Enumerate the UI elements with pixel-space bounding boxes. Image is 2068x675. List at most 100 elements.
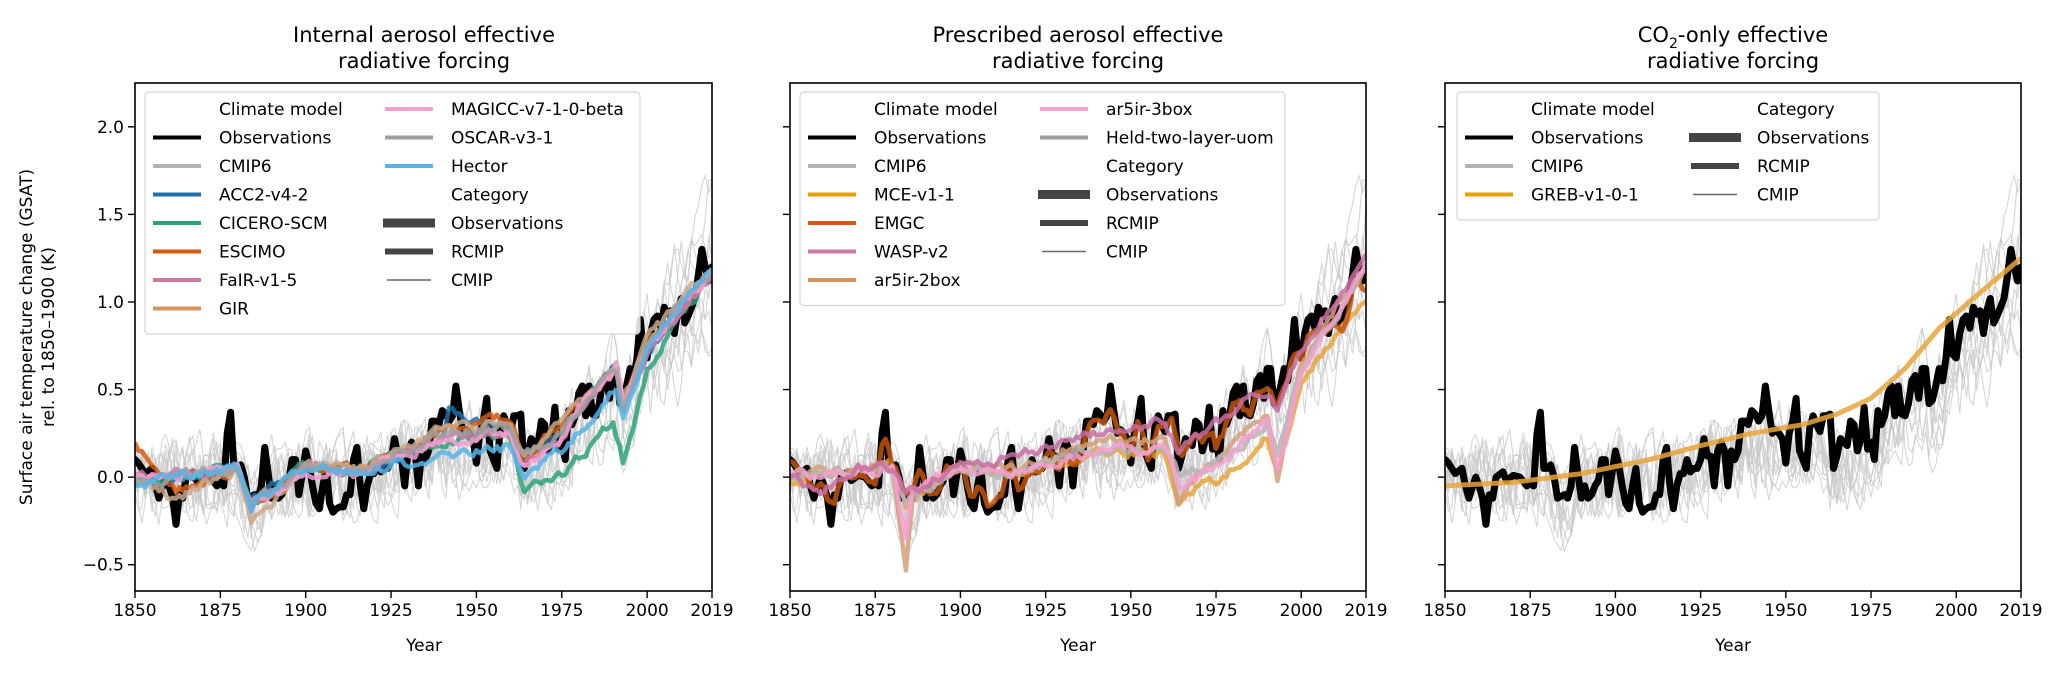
x-tick-label: 1975 xyxy=(1849,601,1892,621)
legend-item: CICERO-SCM xyxy=(153,214,328,234)
axes-frame xyxy=(789,82,1367,592)
legend-item: Observations xyxy=(153,129,332,149)
title-subscript: 2 xyxy=(1669,36,1678,52)
model-lines xyxy=(1445,245,2021,528)
x-tick-label: 2019 xyxy=(1999,601,2042,621)
legend-item: OSCAR-v3-1 xyxy=(385,129,553,149)
legend-label: Observations xyxy=(1106,186,1219,206)
x-tick-label: 1850 xyxy=(113,601,156,621)
x-tick-label: 1950 xyxy=(1764,601,1807,621)
legend-item: WASP-v2 xyxy=(808,243,949,263)
legend-box xyxy=(144,91,641,335)
panel-title-line1: Internal aerosol effective xyxy=(293,23,555,47)
y-axis-label: Surface air temperature change (GSAT) re… xyxy=(17,169,59,505)
legend-item: Observations xyxy=(1465,129,1644,149)
legend-label: Category xyxy=(1757,100,1835,120)
legend-item: FaIR-v1-5 xyxy=(153,271,297,291)
x-tick-label: 1925 xyxy=(369,601,412,621)
panel-internal-aerosol: Internal aerosol effective radiative for… xyxy=(83,23,734,656)
panel-title-line2: radiative forcing xyxy=(338,49,510,73)
legend-label: RCMIP xyxy=(451,243,504,263)
legend-label: CMIP xyxy=(1757,186,1799,206)
legend-item: ACC2-v4-2 xyxy=(153,186,308,206)
y-tick-label: 0.0 xyxy=(97,468,124,488)
x-axis-label: Year xyxy=(1059,636,1096,656)
panel-co2-only: CO2-only effective radiative forcing 185… xyxy=(1423,23,2042,656)
legend-header: Climate model xyxy=(1531,100,1655,120)
legend-item: RCMIP xyxy=(385,243,504,263)
legend-label: GIR xyxy=(219,300,249,320)
legend-header: Category xyxy=(1757,100,1835,120)
model-lines xyxy=(135,245,712,528)
model-lines xyxy=(790,245,1366,573)
legend-header: Climate model xyxy=(874,100,998,120)
legend-label: Climate model xyxy=(1531,100,1655,120)
legend-label: Climate model xyxy=(219,100,343,120)
legend-label: EMGC xyxy=(874,214,924,234)
legend-label: Hector xyxy=(451,157,508,177)
legend: Climate model Observations CMIP6 GREB-v1-0-… xyxy=(1456,91,1880,221)
panel-title-line1: Prescribed aerosol effective xyxy=(933,23,1224,47)
legend-item: CMIP6 xyxy=(808,157,927,177)
legend-label: CMIP6 xyxy=(219,157,272,177)
axes-frame xyxy=(134,82,713,592)
legend-item: GREB-v1-0-1 xyxy=(1465,186,1639,206)
x-tick-label: 1850 xyxy=(768,601,811,621)
legend-item: MAGICC-v7-1-0-beta xyxy=(385,100,624,120)
series-line-observations xyxy=(1445,245,2021,528)
x-tick-label: 1925 xyxy=(1679,601,1722,621)
legend-label: CICERO-SCM xyxy=(219,214,328,234)
legend-label: GREB-v1-0-1 xyxy=(1531,186,1639,206)
legend-label: OSCAR-v3-1 xyxy=(451,129,553,149)
series-line-oscar-v3-1 xyxy=(135,274,712,506)
panel-title-line2: radiative forcing xyxy=(992,49,1164,73)
legend-item: Observations xyxy=(383,214,564,234)
legend-label: MCE-v1-1 xyxy=(874,186,955,206)
legend-header: Category xyxy=(1106,157,1184,177)
legend-item: Observations xyxy=(1689,129,1870,149)
legend-item: RCMIP xyxy=(1040,214,1159,234)
legend-item: EMGC xyxy=(808,214,924,234)
x-tick-label: 1875 xyxy=(1509,601,1552,621)
legend-label: Observations xyxy=(1757,129,1870,149)
legend-label: Observations xyxy=(874,129,987,149)
legend-label: CMIP xyxy=(451,271,493,291)
cmip-lines xyxy=(1445,173,2021,552)
legend-label: ACC2-v4-2 xyxy=(219,186,308,206)
series-line-greb-v1-0-1 xyxy=(1445,256,2021,489)
x-tick-label: 1875 xyxy=(854,601,897,621)
legend-label: Observations xyxy=(1531,129,1644,149)
legend-item: MCE-v1-1 xyxy=(808,186,955,206)
legend-label: RCMIP xyxy=(1757,157,1810,177)
legend-item: CMIP xyxy=(387,271,493,291)
legend-item: Held-two-layer-uom xyxy=(1040,129,1274,149)
y-tick-label: −0.5 xyxy=(83,556,124,576)
title-rest: -only effective xyxy=(1678,23,1828,47)
legend-label: CMIP6 xyxy=(874,157,927,177)
legend-label: RCMIP xyxy=(1106,214,1159,234)
panel-title-line1: CO2-only effective xyxy=(1638,23,1828,52)
legend-item: RCMIP xyxy=(1691,157,1810,177)
x-tick-label: 1900 xyxy=(1594,601,1637,621)
series-line-emgc xyxy=(790,277,1366,509)
legend-label: Held-two-layer-uom xyxy=(1106,129,1274,149)
x-tick-label: 1975 xyxy=(540,601,583,621)
legend-item: GIR xyxy=(153,300,249,320)
legend-item: CMIP6 xyxy=(1465,157,1584,177)
legend: Climate model Observations CMIP6 MCE-v1-1 EM… xyxy=(799,91,1286,307)
y-tick-label: 1.5 xyxy=(97,205,124,225)
legend-item: ar5ir-3box xyxy=(1040,100,1193,120)
legend-label: Category xyxy=(1106,157,1184,177)
axes-frame xyxy=(1444,82,2022,592)
x-tick-label: 2019 xyxy=(1344,601,1387,621)
legend-label: Climate model xyxy=(874,100,998,120)
x-tick-label: 1850 xyxy=(1423,601,1466,621)
panel-prescribed-aerosol: Prescribed aerosol effective radiative f… xyxy=(768,23,1387,656)
legend-item: Observations xyxy=(808,129,987,149)
legend-header: Category xyxy=(451,186,529,206)
legend-item: Hector xyxy=(385,157,508,177)
y-axis-label-line2: rel. to 1850–1900 (K) xyxy=(39,247,59,427)
panel-title-line2: radiative forcing xyxy=(1647,49,1819,73)
legend-item: CMIP xyxy=(1042,243,1148,263)
